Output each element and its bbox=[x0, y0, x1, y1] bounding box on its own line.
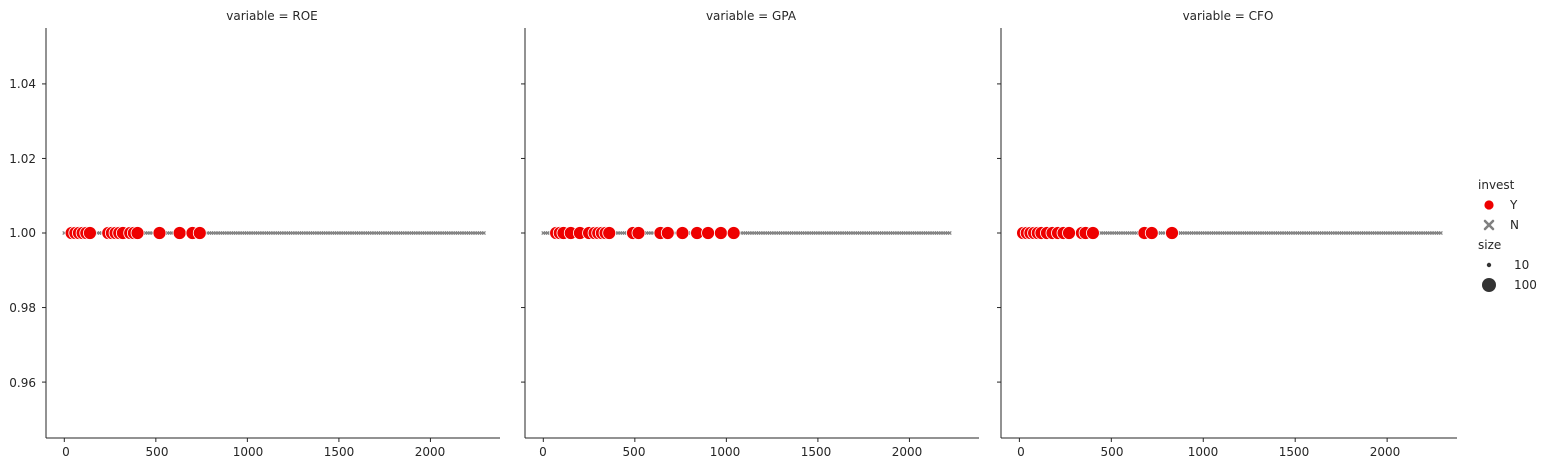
data-point-n bbox=[481, 230, 486, 236]
data-point-y bbox=[172, 226, 187, 240]
x-tick-label: 1000 bbox=[233, 445, 264, 459]
x-tick-labels: 0 500 1000 1500 2000 bbox=[1017, 445, 1400, 459]
x-tick-label: 1500 bbox=[1279, 445, 1310, 459]
x-tick-label: 1000 bbox=[710, 445, 741, 459]
data-point-n bbox=[1438, 230, 1443, 236]
data-point-y bbox=[713, 226, 728, 240]
data-point-y bbox=[1165, 226, 1179, 240]
data-point-y bbox=[701, 226, 715, 240]
data-point-n bbox=[947, 230, 952, 236]
y-tick-labels: 0.96 0.98 1.00 1.02 1.04 bbox=[9, 77, 36, 390]
facet-panel-gpa: variable = GPA 0 500 1000 1500 2000 bbox=[521, 9, 979, 459]
panel-title-cfo: variable = CFO bbox=[1183, 9, 1274, 23]
y-tick-label: 1.00 bbox=[9, 226, 36, 240]
facet-panel-roe: variable = ROE 0.96 0.98 1.00 1.02 1.04 … bbox=[9, 9, 500, 459]
data-point-y bbox=[1086, 226, 1100, 240]
y-tick-label: 1.04 bbox=[9, 77, 36, 91]
data-point-y bbox=[660, 226, 675, 240]
panel-title-roe: variable = ROE bbox=[226, 9, 317, 23]
legend-size-label-10: 10 bbox=[1514, 258, 1529, 272]
y-tick-label: 0.98 bbox=[9, 301, 36, 315]
data-point-y bbox=[1144, 226, 1159, 240]
data-point-y bbox=[602, 226, 617, 240]
x-tick-label: 500 bbox=[623, 445, 646, 459]
x-tick-label: 500 bbox=[146, 445, 169, 459]
legend-marker-y bbox=[1483, 199, 1495, 211]
legend-size-marker-small bbox=[1486, 262, 1492, 268]
x-tick-label: 2000 bbox=[415, 445, 446, 459]
facet-panel-cfo: variable = CFO 0 500 1000 1500 2000 bbox=[997, 9, 1457, 459]
data-point-y bbox=[631, 226, 646, 240]
panel-marks bbox=[521, 83, 952, 442]
panel-title-gpa: variable = GPA bbox=[706, 9, 797, 23]
data-point-y bbox=[675, 226, 690, 240]
x-tick-label: 0 bbox=[539, 445, 547, 459]
legend-size-label-100: 100 bbox=[1514, 278, 1537, 292]
panel-marks bbox=[997, 83, 1443, 442]
panel-marks bbox=[42, 83, 486, 442]
legend: invest Y N size 10 100 bbox=[1478, 178, 1537, 292]
x-tick-label: 1500 bbox=[324, 445, 355, 459]
data-point-y bbox=[1062, 226, 1076, 240]
x-tick-label: 1000 bbox=[1188, 445, 1219, 459]
x-tick-labels: 0 500 1000 1500 2000 bbox=[62, 445, 445, 459]
data-point-y bbox=[192, 226, 207, 240]
x-tick-labels: 0 500 1000 1500 2000 bbox=[539, 445, 922, 459]
data-point-y bbox=[130, 226, 145, 240]
x-tick-label: 1500 bbox=[801, 445, 832, 459]
data-point-y bbox=[152, 226, 167, 240]
x-tick-label: 2000 bbox=[1370, 445, 1401, 459]
x-tick-label: 0 bbox=[1017, 445, 1025, 459]
legend-size-title: size bbox=[1478, 238, 1501, 252]
x-tick-label: 500 bbox=[1101, 445, 1124, 459]
x-tick-label: 0 bbox=[62, 445, 70, 459]
y-tick-label: 0.96 bbox=[9, 376, 36, 390]
data-point-y bbox=[726, 226, 741, 240]
legend-hue-title: invest bbox=[1478, 178, 1515, 192]
legend-marker-n bbox=[1483, 219, 1495, 231]
x-tick-label: 2000 bbox=[892, 445, 923, 459]
legend-size-marker-large bbox=[1482, 278, 1496, 292]
data-point-y bbox=[83, 226, 97, 240]
y-tick-label: 1.02 bbox=[9, 152, 36, 166]
legend-label-n: N bbox=[1510, 218, 1519, 232]
legend-label-y: Y bbox=[1509, 198, 1518, 212]
